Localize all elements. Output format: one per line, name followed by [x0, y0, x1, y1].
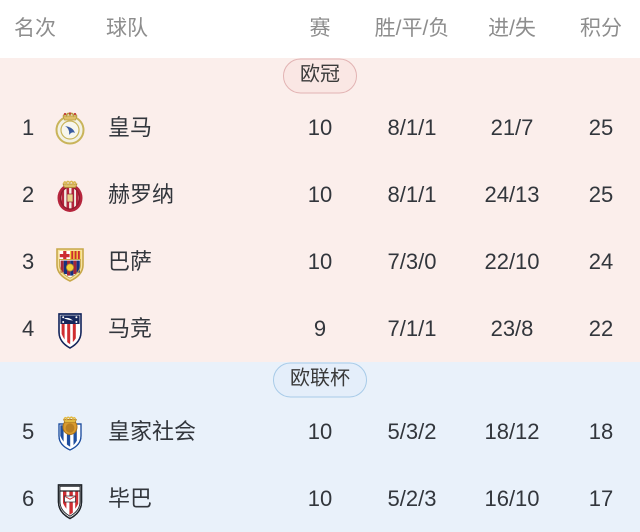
athletic-bilbao-crest [50, 477, 90, 521]
column-header-record: 胜/平/负 [374, 17, 450, 40]
table-row[interactable]: 6 毕巴 10 5/2/ [0, 465, 640, 532]
column-header-team: 球队 [106, 17, 148, 40]
row-rank: 2 [22, 182, 35, 207]
row-played: 10 [307, 182, 333, 207]
table-row[interactable]: 1 皇马 10 8/1/1 21/7 25 [0, 94, 640, 161]
row-rank: 3 [22, 249, 35, 274]
row-team-name: 巴萨 [108, 249, 153, 274]
row-points: 25 [588, 182, 614, 207]
table-header-row: 名次 球队 赛 胜/平/负 进/失 积分 [0, 0, 640, 58]
row-played: 10 [307, 115, 333, 140]
row-goals: 24/13 [484, 182, 540, 207]
group-label-champions-league: 欧冠 [283, 58, 357, 94]
row-points: 22 [588, 316, 614, 341]
column-header-points: 积分 [580, 17, 622, 40]
row-record: 8/1/1 [387, 115, 437, 140]
table-row[interactable]: 5 皇家社会 10 5/3/2 1 [0, 398, 640, 465]
row-played: 9 [313, 316, 327, 341]
girona-crest [50, 173, 90, 217]
row-points: 18 [588, 419, 614, 444]
row-played: 10 [307, 249, 333, 274]
group-band-champions-league: 欧冠 1 皇马 10 8/1/1 21/7 25 [0, 58, 640, 362]
row-team-name: 皇马 [108, 115, 153, 140]
table-row[interactable]: 3 [0, 228, 640, 295]
row-team-name: 赫罗纳 [108, 182, 175, 207]
group-band-europa-league: 欧联杯 5 皇家社会 [0, 362, 640, 532]
atletico-madrid-crest [50, 307, 90, 351]
row-record: 7/3/0 [387, 249, 437, 274]
barcelona-crest [50, 240, 90, 284]
row-goals: 21/7 [490, 115, 534, 140]
row-goals: 22/10 [484, 249, 540, 274]
row-rank: 4 [22, 316, 35, 341]
row-points: 25 [588, 115, 614, 140]
row-team-name: 毕巴 [108, 486, 153, 511]
row-goals: 23/8 [490, 316, 534, 341]
group-label-europa-league: 欧联杯 [273, 362, 367, 398]
real-madrid-crest [50, 106, 90, 150]
row-rank: 6 [22, 486, 35, 511]
column-header-goals: 进/失 [488, 17, 536, 40]
row-played: 10 [307, 419, 333, 444]
row-goals: 16/10 [484, 486, 540, 511]
group-divider-europa-league: 欧联杯 [0, 362, 640, 398]
row-team-name: 皇家社会 [108, 419, 197, 444]
row-rank: 1 [22, 115, 35, 140]
row-record: 5/3/2 [387, 419, 437, 444]
row-points: 17 [588, 486, 614, 511]
row-played: 10 [307, 486, 333, 511]
table-row[interactable]: 2 赫罗纳 10 8 [0, 161, 640, 228]
row-record: 7/1/1 [387, 316, 437, 341]
row-record: 8/1/1 [387, 182, 437, 207]
row-record: 5/2/3 [387, 486, 437, 511]
row-rank: 5 [22, 419, 35, 444]
table-row[interactable]: 4 [0, 295, 640, 362]
group-divider-champions-league: 欧冠 [0, 58, 640, 94]
column-header-played: 赛 [309, 17, 331, 40]
row-team-name: 马竞 [108, 316, 153, 341]
row-points: 24 [588, 249, 614, 274]
row-goals: 18/12 [484, 419, 540, 444]
column-header-rank: 名次 [14, 17, 56, 40]
real-sociedad-crest [50, 410, 90, 454]
